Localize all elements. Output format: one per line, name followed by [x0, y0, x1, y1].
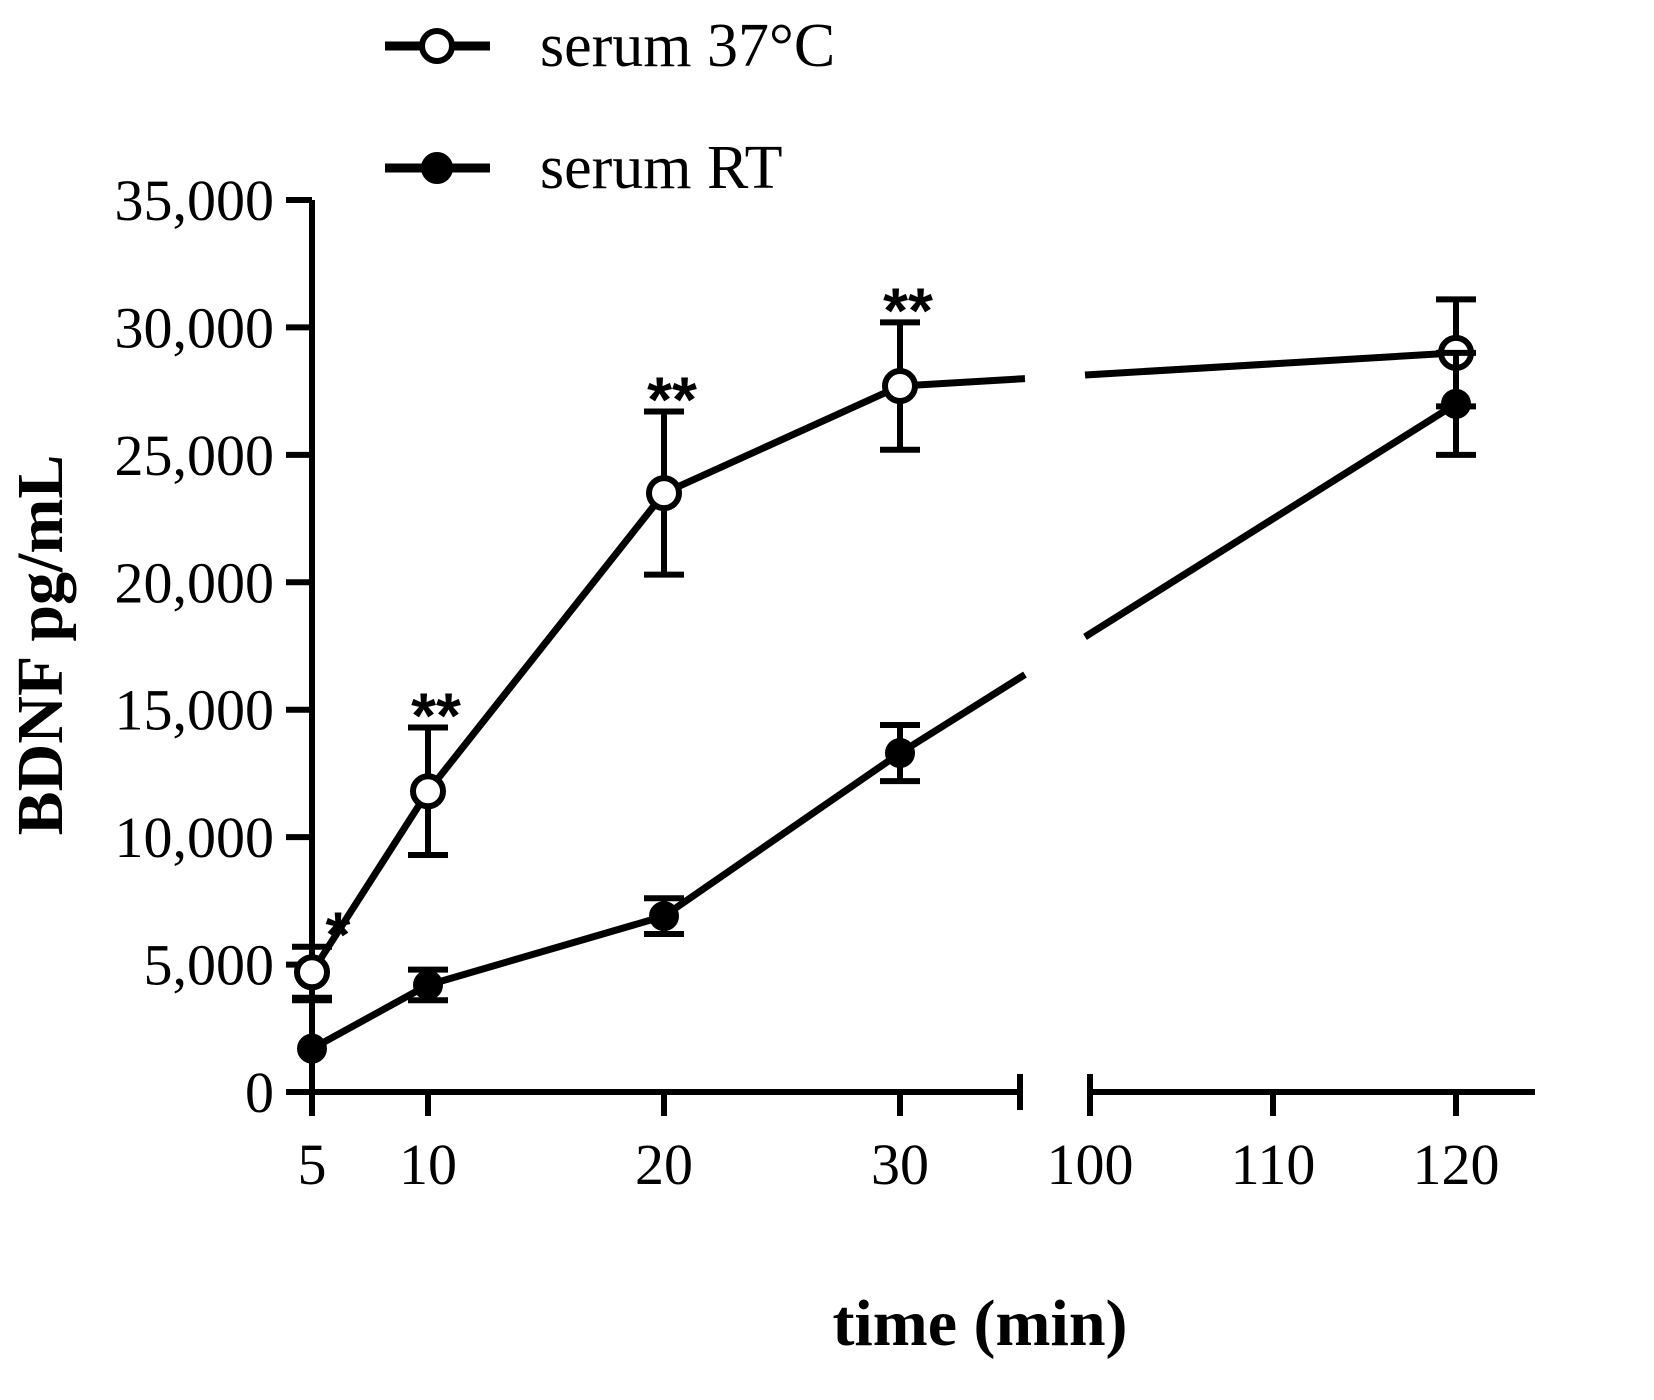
significance-marker: *	[326, 899, 351, 971]
x-tick-label: 100	[1047, 1132, 1134, 1197]
significance-marker: **	[883, 274, 933, 346]
x-tick-label: 120	[1413, 1132, 1500, 1197]
series-line-segment	[898, 671, 1027, 757]
legend-marker-serum-37c	[419, 28, 455, 64]
x-tick-label: 5	[298, 1132, 327, 1197]
legend-marker-serum-rt	[421, 152, 453, 184]
data-point-filled	[649, 901, 679, 932]
y-tick-label: 35,000	[115, 168, 275, 233]
x-tick-label: 10	[399, 1132, 457, 1197]
y-tick-label: 15,000	[115, 678, 275, 743]
y-tick-label: 20,000	[115, 550, 275, 615]
data-point-open	[646, 475, 682, 512]
legend-label-serum-37c: serum 37°C	[540, 12, 835, 80]
legend: serum 37°C serum RT	[385, 12, 835, 202]
data-point-open	[410, 773, 446, 810]
x-tick-label: 30	[871, 1132, 929, 1197]
series-line-segment	[662, 382, 902, 497]
series-layer	[292, 296, 1476, 1095]
y-tick-label: 30,000	[115, 295, 275, 360]
data-point-filled	[297, 1033, 327, 1064]
series-line-segment	[427, 912, 665, 989]
legend-label-serum-rt: serum RT	[540, 134, 783, 202]
series-line-segment	[425, 490, 667, 794]
data-point-filled	[413, 969, 443, 1000]
annotation-layer: *******	[326, 274, 933, 970]
series-line-segment	[662, 750, 902, 920]
series-line-segment	[310, 981, 430, 1052]
y-tick-label: 25,000	[115, 423, 275, 488]
series-line-segment	[309, 789, 431, 975]
y-tick-label: 10,000	[115, 805, 275, 870]
x-tick-label: 110	[1231, 1132, 1316, 1197]
x-tick-label: 20	[635, 1132, 693, 1197]
data-point-filled	[885, 738, 915, 769]
series-line-segment	[1083, 400, 1458, 640]
y-tick-label: 0	[245, 1060, 274, 1125]
y-axis-title: BDNF pg/mL	[4, 455, 77, 836]
data-point-open	[882, 368, 918, 405]
significance-marker: **	[411, 680, 461, 752]
y-tick-label: 5,000	[144, 933, 275, 998]
series-line-segment	[1084, 349, 1457, 379]
axes: 0 5,000 10,000 15,000 20,000 25,000 30,000 35,0…	[115, 168, 1535, 1197]
significance-marker: **	[647, 364, 697, 436]
series-serum-rt	[292, 349, 1476, 1095]
x-axis-title: time (min)	[832, 1287, 1127, 1360]
series-serum-37c	[292, 296, 1476, 1001]
data-point-open	[294, 954, 330, 991]
data-point-filled	[1441, 388, 1471, 419]
series-line-segment	[899, 375, 1026, 390]
